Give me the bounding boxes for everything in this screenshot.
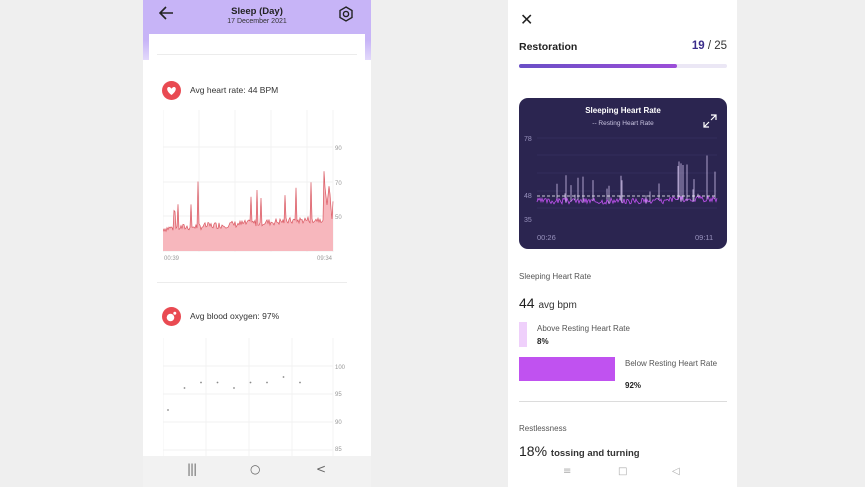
resting-legend: -- Resting Heart Rate — [592, 120, 654, 127]
above-resting-pct: 8% — [537, 337, 549, 346]
system-nav-bar: ||| ○ < — [143, 456, 371, 487]
blood-oxygen-icon — [162, 307, 181, 326]
y-tick-48: 48 — [524, 193, 532, 200]
avg-heart-rate-label: Avg heart rate: 44 BPM — [190, 85, 279, 95]
menu-button[interactable]: ≡ — [563, 466, 572, 477]
y-tick-35: 35 — [524, 217, 532, 224]
expand-icon[interactable] — [703, 114, 717, 131]
restoration-screen: ✕ Restoration 19 / 25 Sleeping Heart Rat… — [508, 0, 737, 487]
y-tick-50: 50 — [335, 215, 342, 221]
card-title: Sleeping Heart Rate — [585, 106, 661, 115]
oxygen-point — [216, 381, 219, 384]
blood-oxygen-chart: 100 95 90 85 — [163, 338, 346, 456]
score-value: 19 — [691, 40, 705, 52]
below-resting-label: Below Resting Heart Rate — [625, 359, 718, 368]
heart-icon — [162, 81, 181, 100]
y-tick-100: 100 — [335, 365, 346, 371]
restlessness-value: 18% tossing and turning — [519, 443, 640, 459]
sleep-day-screen: Sleep (Day) 17 December 2021 Avg heart r… — [143, 0, 371, 487]
oxygen-point — [183, 387, 186, 389]
heart-rate-chart: 90 70 50 00:39 09:34 — [163, 110, 342, 262]
divider — [157, 282, 347, 283]
oxygen-point — [249, 381, 252, 384]
oxygen-point — [233, 387, 235, 389]
y-tick-95: 95 — [335, 392, 342, 398]
oxygen-point — [200, 381, 202, 384]
restoration-progress-bar — [519, 64, 727, 68]
score-total: / 25 — [707, 40, 727, 52]
oxygen-point — [266, 381, 268, 384]
y-tick-78: 78 — [524, 136, 532, 143]
avg-unit: avg bpm — [538, 300, 577, 311]
avg-blood-oxygen-label: Avg blood oxygen: 97% — [190, 311, 280, 321]
y-tick-70: 70 — [335, 181, 342, 187]
restless-pct: 18% — [519, 443, 548, 459]
above-resting-swatch — [519, 322, 527, 347]
recents-button[interactable]: ||| — [187, 462, 197, 476]
below-resting-pct: 92% — [625, 381, 642, 390]
y-tick-90: 90 — [335, 146, 342, 152]
sleeping-heart-rate-heading: Sleeping Heart Rate — [519, 272, 592, 281]
page-title: Sleep (Day) — [231, 6, 283, 17]
sleeping-heart-rate-card: Sleeping Heart Rate -- Resting Heart Rat… — [519, 98, 727, 249]
avg-value: 44 — [519, 295, 535, 311]
back-button[interactable]: ◁ — [672, 466, 680, 477]
restoration-progress-fill — [519, 64, 678, 68]
restlessness-heading: Restlessness — [519, 424, 567, 433]
x-end-time: 09:34 — [317, 256, 333, 262]
settings-icon[interactable] — [338, 6, 354, 22]
x-start-time: 00:39 — [164, 256, 180, 262]
oxygen-point — [282, 376, 285, 378]
y-tick-90b: 90 — [335, 420, 342, 426]
back-arrow-icon[interactable] — [158, 6, 174, 25]
restless-text: tossing and turning — [550, 448, 640, 459]
back-button[interactable]: < — [316, 462, 327, 476]
y-tick-85: 85 — [335, 447, 342, 453]
page-date: 17 December 2021 — [227, 18, 287, 25]
title-block: Sleep (Day) 17 December 2021 — [143, 6, 371, 25]
sleeping-heart-rate-chart: 78 48 35 — [524, 136, 718, 224]
restoration-score: 19 / 25 — [692, 40, 727, 52]
card-x-start: 00:26 — [537, 233, 556, 242]
below-resting-swatch — [519, 357, 615, 381]
avg-bpm-value: 44 avg bpm — [519, 295, 577, 311]
restoration-title: Restoration — [519, 41, 578, 53]
divider — [157, 54, 357, 55]
oxygen-point — [167, 409, 169, 411]
above-resting-label: Above Resting Heart Rate — [537, 324, 630, 333]
divider — [519, 401, 727, 402]
home-button[interactable]: ○ — [250, 462, 261, 476]
home-button[interactable]: □ — [618, 466, 628, 477]
close-icon[interactable]: ✕ — [520, 10, 534, 29]
card-x-end: 09:11 — [695, 233, 714, 242]
oxygen-point — [299, 381, 301, 384]
